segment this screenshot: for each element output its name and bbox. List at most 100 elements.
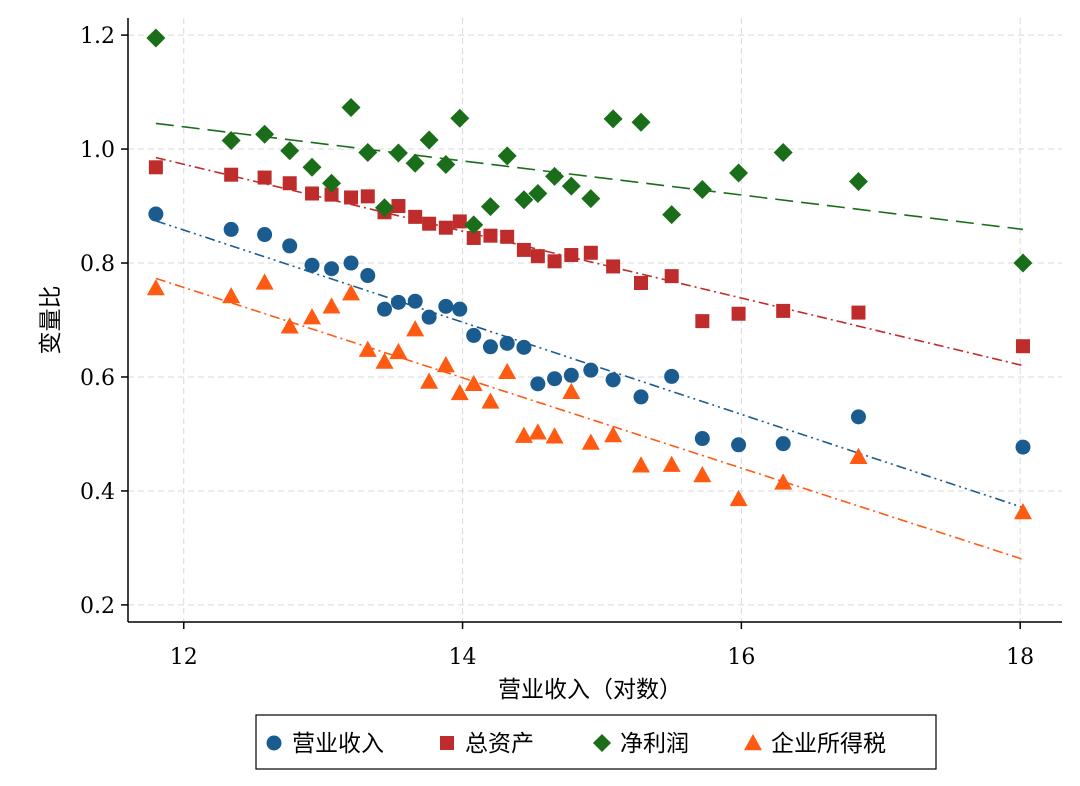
point-circle xyxy=(282,238,298,254)
point-square xyxy=(466,230,481,245)
point-diamond xyxy=(388,143,408,163)
y-tick-label: 1.2 xyxy=(80,24,115,49)
point-triangle xyxy=(545,427,564,444)
point-diamond xyxy=(848,172,868,192)
point-triangle xyxy=(1013,503,1032,520)
point-circle xyxy=(304,257,320,273)
point-diamond xyxy=(528,184,548,204)
point-circle xyxy=(633,389,649,405)
point-circle xyxy=(257,227,273,243)
point-diamond xyxy=(302,157,322,177)
point-diamond xyxy=(662,205,682,225)
fit-line-triangle xyxy=(155,277,1024,561)
point-triangle xyxy=(729,489,748,507)
point-square xyxy=(344,190,359,205)
point-triangle xyxy=(406,320,425,337)
point-circle xyxy=(499,335,515,351)
point-square xyxy=(516,242,531,257)
point-square xyxy=(408,209,423,224)
grid-lines xyxy=(128,18,1062,622)
point-diamond xyxy=(464,215,484,235)
point-circle xyxy=(664,368,680,384)
point-square xyxy=(224,167,239,182)
point-square xyxy=(547,254,562,269)
point-square xyxy=(422,216,437,231)
point-circle xyxy=(775,436,791,452)
legend-marker-diamond xyxy=(592,733,612,753)
point-triangle xyxy=(375,352,394,369)
point-square xyxy=(452,214,467,229)
point-diamond xyxy=(341,97,361,117)
point-square xyxy=(438,220,453,235)
point-diamond xyxy=(450,108,470,128)
point-circle xyxy=(547,371,563,387)
point-square xyxy=(1015,339,1030,354)
x-tick-label: 16 xyxy=(727,645,755,670)
point-triangle xyxy=(450,383,469,401)
legend-label: 总资产 xyxy=(465,731,534,757)
point-triangle xyxy=(280,317,299,334)
point-triangle xyxy=(146,279,165,296)
point-triangle xyxy=(222,287,241,304)
point-triangle xyxy=(420,372,439,389)
point-diamond xyxy=(514,190,534,210)
point-diamond xyxy=(561,176,581,196)
point-circle xyxy=(563,367,579,383)
point-square xyxy=(776,303,791,318)
y-axis-title: 变量比 xyxy=(38,286,64,355)
point-triangle xyxy=(481,392,500,409)
point-triangle xyxy=(562,382,581,399)
point-square xyxy=(257,170,272,185)
point-circle xyxy=(530,376,546,392)
point-circle xyxy=(407,293,423,309)
point-triangle xyxy=(303,308,322,325)
point-diamond xyxy=(146,28,166,48)
legend: 营业收入 总资产 净利润 企业所得税 xyxy=(255,714,937,770)
y-tick-label: 0.8 xyxy=(80,252,115,277)
legend-label: 营业收入 xyxy=(292,731,384,757)
point-triangle xyxy=(581,433,600,450)
point-circle xyxy=(516,339,532,355)
point-square xyxy=(731,306,746,321)
x-tick-label: 18 xyxy=(1006,645,1034,670)
point-diamond xyxy=(358,142,378,162)
point-diamond xyxy=(497,146,517,166)
fit-line-diamond xyxy=(155,122,1024,231)
point-circle xyxy=(694,431,710,447)
axes xyxy=(127,18,1062,623)
point-square xyxy=(530,249,545,264)
point-square xyxy=(664,269,679,284)
point-triangle xyxy=(514,426,533,443)
point-circle xyxy=(390,294,406,310)
point-diamond xyxy=(692,180,712,200)
point-square xyxy=(695,314,710,329)
point-diamond xyxy=(419,130,439,150)
point-triangle xyxy=(774,473,793,490)
point-diamond xyxy=(375,198,395,218)
point-circle xyxy=(850,409,866,425)
point-square xyxy=(851,305,866,320)
point-triangle xyxy=(528,423,547,440)
point-diamond xyxy=(436,154,456,174)
x-tick-label: 12 xyxy=(170,645,198,670)
point-diamond xyxy=(280,141,300,161)
point-diamond xyxy=(729,163,749,183)
point-diamond xyxy=(480,197,500,217)
point-circle xyxy=(438,298,454,314)
point-triangle xyxy=(464,374,483,392)
point-circle xyxy=(343,255,359,271)
legend-label: 企业所得税 xyxy=(771,731,886,757)
point-diamond xyxy=(581,189,601,209)
point-circle xyxy=(452,301,468,317)
point-triangle xyxy=(322,297,341,314)
point-triangle xyxy=(632,456,651,473)
point-triangle xyxy=(849,447,868,464)
point-triangle xyxy=(693,465,712,483)
point-triangle xyxy=(604,426,623,443)
point-square xyxy=(360,189,375,204)
point-triangle xyxy=(436,356,455,373)
y-tick-label: 1.0 xyxy=(80,138,115,163)
point-diamond xyxy=(603,109,623,129)
y-tick-label: 0.2 xyxy=(80,594,115,619)
point-square xyxy=(583,245,598,260)
